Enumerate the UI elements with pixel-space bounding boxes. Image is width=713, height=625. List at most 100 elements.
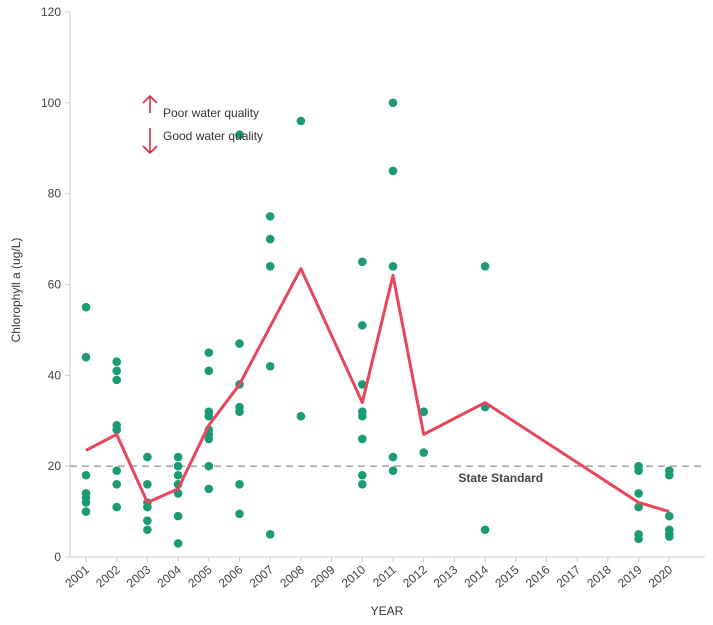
y-tick-label: 100: [41, 96, 61, 110]
data-point: [143, 516, 152, 525]
data-point: [665, 470, 674, 480]
data-point: [388, 262, 398, 271]
data-point: [296, 411, 306, 421]
y-tick-label: 60: [48, 278, 62, 292]
data-point: [358, 434, 367, 444]
data-point: [112, 502, 121, 512]
data-point: [634, 502, 643, 512]
data-point: [358, 321, 367, 330]
data-point: [358, 470, 367, 480]
y-tick-label: 40: [48, 368, 62, 382]
x-tick-label: 2008: [277, 562, 307, 590]
x-tick-label: 2015: [492, 562, 522, 590]
data-point: [204, 348, 214, 357]
data-point: [81, 498, 91, 507]
data-point: [634, 489, 643, 498]
data-point: [143, 480, 152, 489]
y-tick-label: 120: [41, 5, 61, 19]
data-point: [265, 262, 275, 271]
data-point: [204, 461, 214, 471]
x-tick-labels: 2001 2002 2003 2004 2005 2006 2007 2008 2009 2010…: [62, 557, 675, 590]
data-point: [81, 352, 91, 362]
data-point: [634, 534, 643, 544]
data-point: [173, 470, 183, 480]
x-tick-label: 2003: [124, 562, 154, 590]
data-point: [173, 511, 183, 521]
data-point: [480, 262, 490, 271]
data-point: [81, 302, 91, 312]
state-standard-label: State Standard: [458, 471, 543, 485]
data-point: [235, 509, 244, 519]
data-point: [112, 480, 121, 489]
y-tick-label: 0: [54, 550, 61, 564]
data-point: [665, 532, 674, 541]
down-arrow-icon: [142, 128, 158, 155]
data-point: [173, 452, 183, 462]
data-point: [112, 375, 121, 385]
data-point: [112, 425, 121, 435]
up-arrow-icon: [142, 94, 158, 113]
data-point: [81, 470, 91, 480]
x-tick-label: 2001: [62, 562, 92, 590]
data-point: [204, 484, 214, 494]
data-point: [388, 466, 398, 476]
x-tick-label: 2002: [93, 562, 123, 590]
data-point: [265, 234, 275, 244]
data-point: [388, 166, 398, 176]
x-tick-label: 2010: [339, 562, 369, 590]
legend-poor-label: Poor water quality: [163, 106, 259, 120]
data-point: [112, 357, 121, 367]
x-tick-label: 2011: [370, 562, 399, 590]
data-point: [358, 480, 367, 489]
data-point: [143, 502, 152, 512]
data-point: [388, 98, 398, 108]
x-tick-label: 2006: [216, 562, 246, 590]
data-point: [143, 452, 152, 462]
x-tick-label: 2017: [554, 562, 584, 590]
data-point: [204, 434, 214, 444]
data-point: [265, 529, 275, 539]
data-point: [265, 212, 275, 221]
x-tick-label: 2005: [185, 562, 215, 590]
x-tick-label: 2018: [584, 562, 614, 590]
data-point: [480, 525, 490, 535]
data-point: [235, 130, 244, 139]
x-axis-title: YEAR: [371, 604, 404, 618]
x-tick-label: 2009: [308, 562, 338, 590]
data-point: [112, 466, 121, 476]
data-point: [173, 461, 183, 471]
x-tick-label: 2007: [247, 562, 277, 590]
data-points: [81, 98, 674, 548]
trend-line: [85, 267, 670, 514]
data-point: [358, 257, 367, 267]
data-point: [235, 480, 244, 489]
x-tick-label: 2013: [431, 562, 461, 590]
data-point: [358, 380, 367, 389]
data-point: [419, 407, 429, 416]
y-tick-label: 80: [48, 187, 62, 201]
y-tick-labels: 0 20 40 60 80 100 120: [41, 5, 70, 564]
data-point: [173, 539, 183, 548]
data-point: [388, 452, 398, 462]
data-point: [265, 361, 275, 371]
x-tick-label: 2020: [646, 562, 676, 590]
data-point: [204, 411, 214, 421]
data-point: [143, 525, 152, 535]
y-axis-title: Chlorophyll a (ug/L): [9, 238, 23, 343]
data-point: [235, 407, 244, 416]
data-point: [634, 466, 643, 476]
data-point: [358, 411, 367, 421]
x-tick-label: 2012: [400, 562, 430, 590]
legend: Poor water quality Good water quality: [142, 94, 263, 155]
x-tick-label: 2004: [155, 562, 185, 590]
x-tick-label: 2019: [615, 562, 645, 590]
x-tick-label: 2016: [523, 562, 553, 590]
legend-good-label: Good water quality: [163, 129, 263, 143]
data-point: [204, 366, 214, 376]
data-point: [419, 448, 429, 457]
data-point: [81, 507, 91, 516]
x-tick-label: 2014: [462, 562, 492, 590]
data-point: [665, 511, 674, 521]
data-point: [235, 339, 244, 348]
